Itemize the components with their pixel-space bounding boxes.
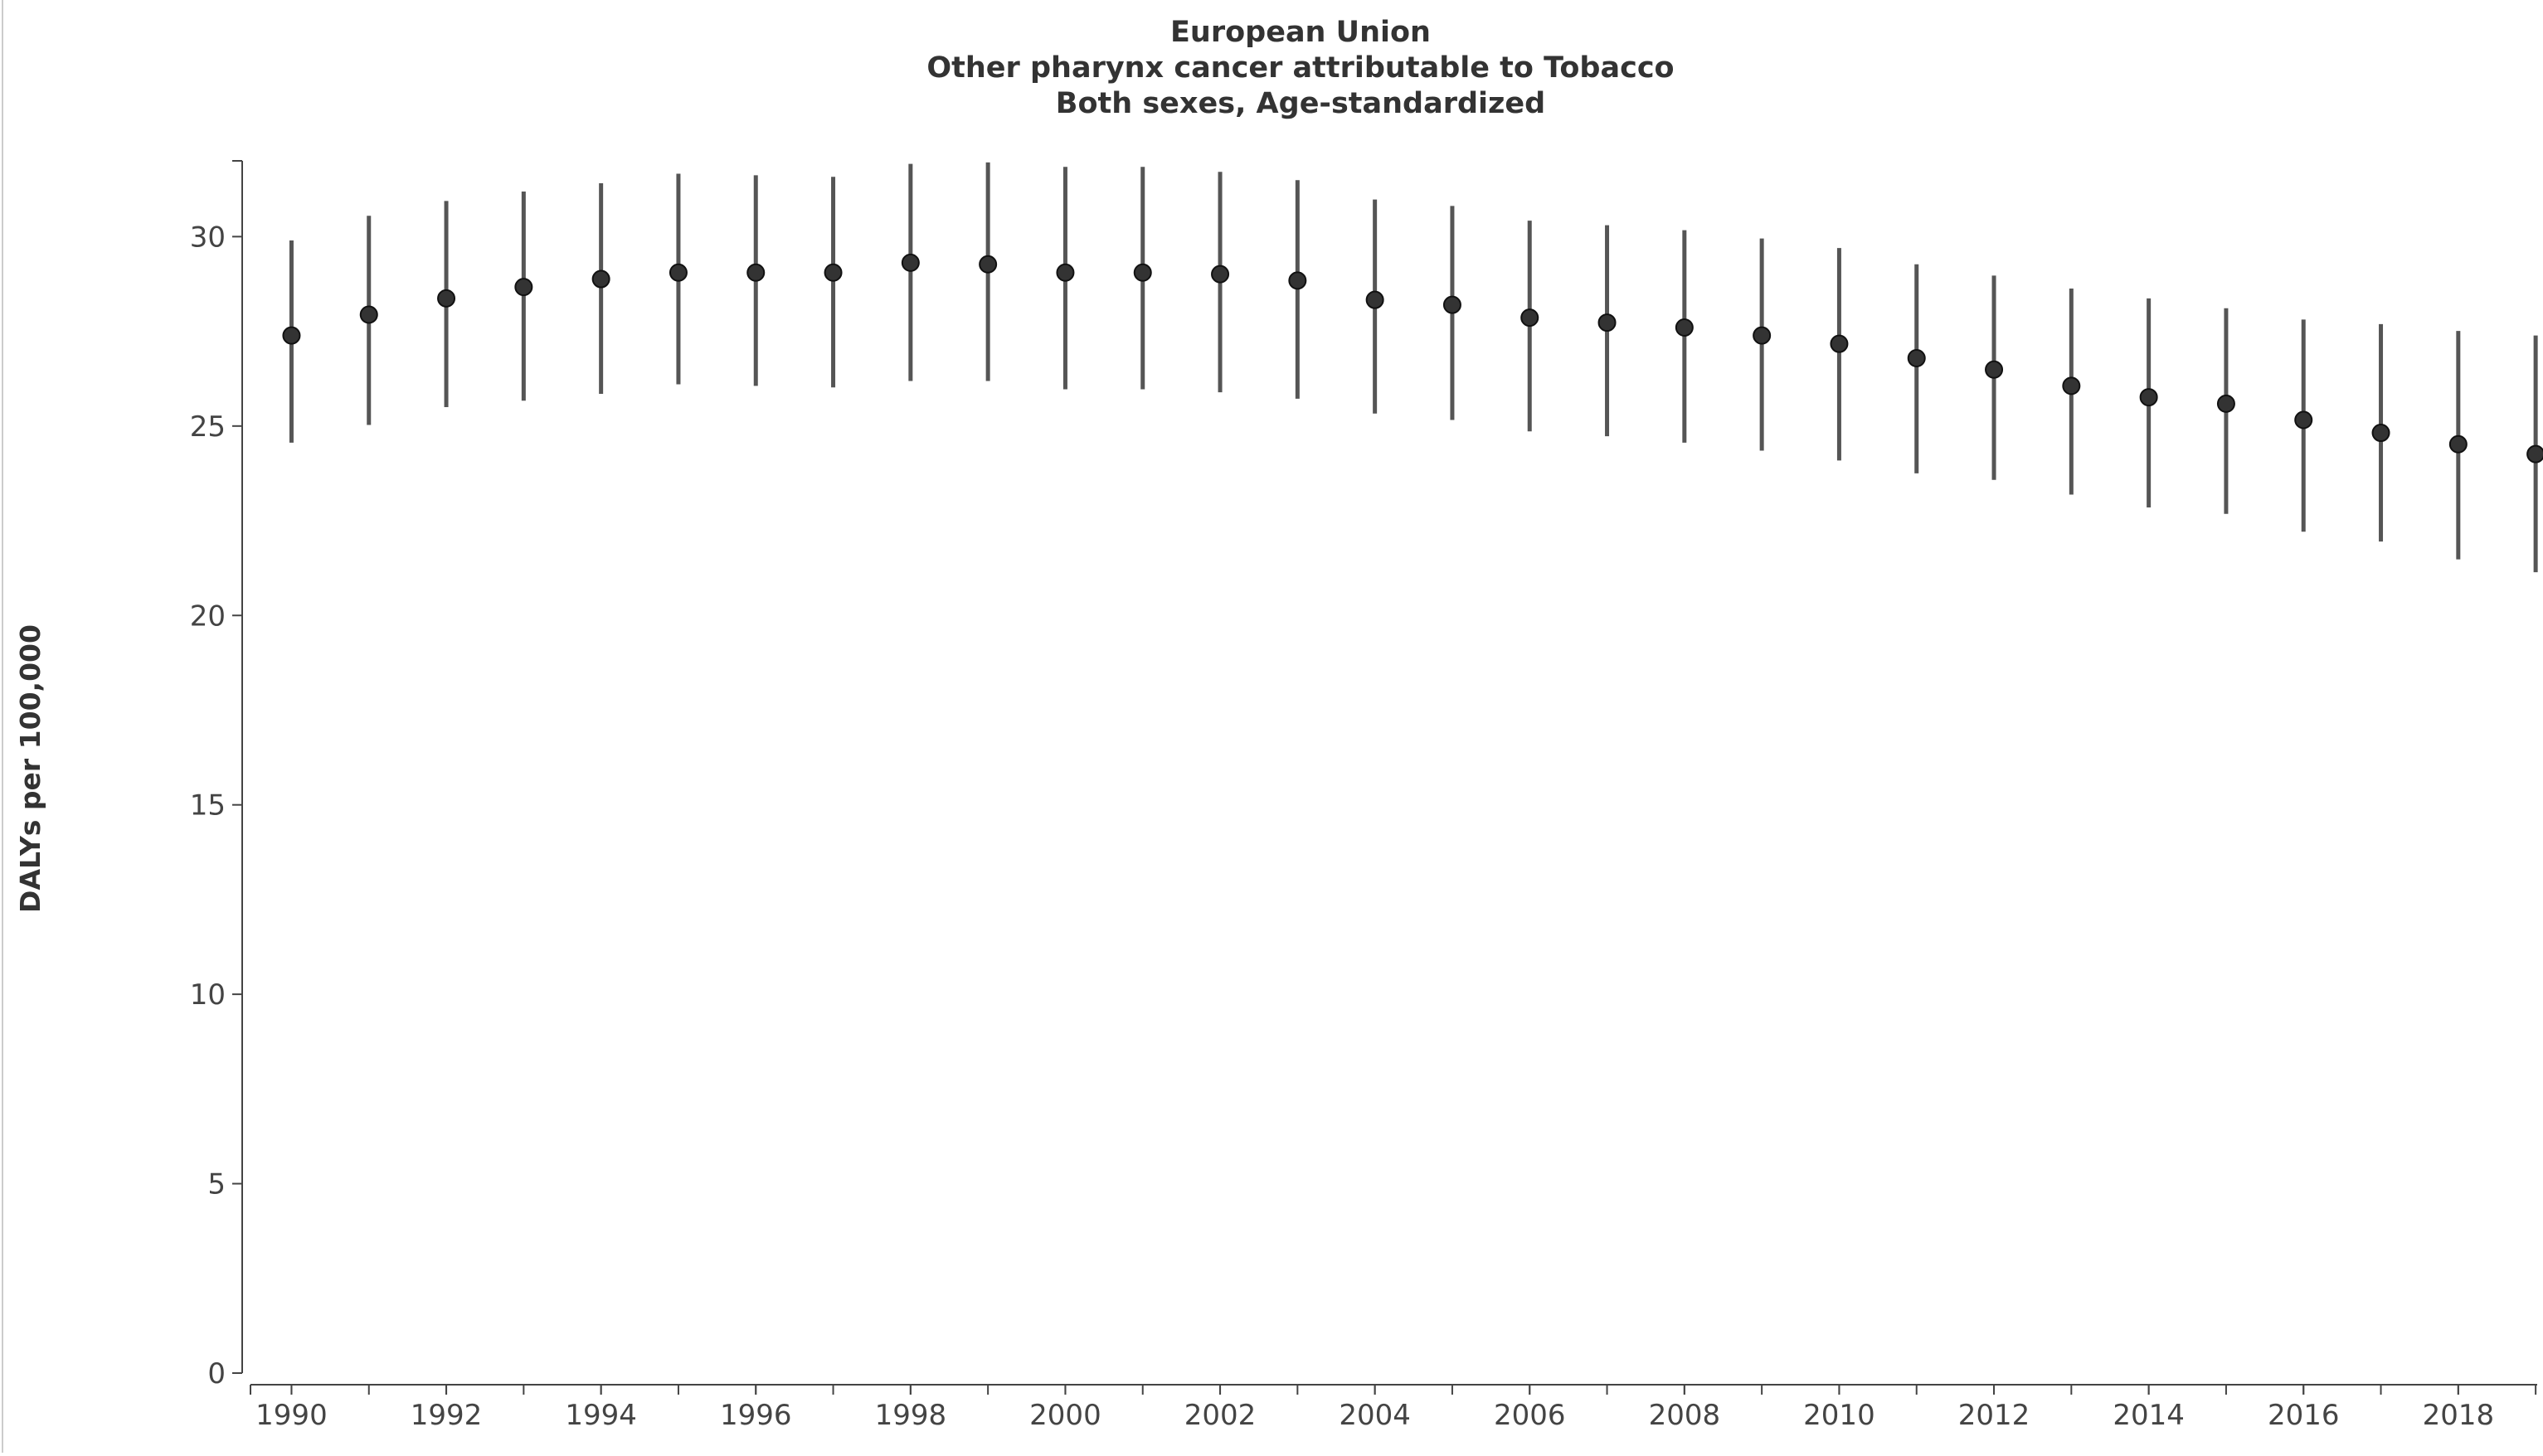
point (1675, 318, 1694, 337)
point (1907, 349, 1926, 368)
point (901, 253, 920, 272)
x-tick-label: 1996 (720, 1399, 792, 1432)
x-tick-label: 2000 (1029, 1399, 1101, 1432)
point (1211, 265, 1230, 284)
y-tick-label: 5 (207, 1168, 226, 1201)
chart-title: European Union (1170, 16, 1431, 49)
point (1365, 290, 1384, 309)
point (2371, 424, 2390, 443)
point (591, 269, 610, 289)
point (359, 305, 378, 324)
point (979, 255, 998, 274)
point (1520, 308, 1539, 328)
point (2294, 410, 2313, 430)
chart-subtitle: Both sexes, Age-standardized (1056, 87, 1545, 120)
x-tick-label: 1994 (565, 1399, 637, 1432)
x-tick-label: 2004 (1339, 1399, 1411, 1432)
x-tick-label: 2010 (1803, 1399, 1875, 1432)
y-tick-label: 20 (190, 599, 226, 633)
point (669, 263, 688, 282)
point (2139, 388, 2158, 407)
point (2526, 444, 2543, 463)
point (1753, 326, 1772, 345)
point (1442, 295, 1461, 314)
x-tick-label: 2016 (2268, 1399, 2340, 1432)
point (2062, 376, 2081, 396)
x-tick-label: 1992 (411, 1399, 483, 1432)
x-tick-label: 1998 (875, 1399, 947, 1432)
point (1597, 313, 1617, 332)
y-axis-title: DALYs per 100,000 (14, 624, 46, 913)
y-tick-label: 25 (190, 410, 226, 444)
x-tick-label: 2014 (2113, 1399, 2185, 1432)
x-tick-label: 2008 (1649, 1399, 1721, 1432)
chart-subtitle: Other pharynx cancer attributable to Tob… (926, 51, 1674, 85)
y-tick-label: 0 (207, 1357, 226, 1390)
point (1056, 263, 1075, 282)
y-tick-label: 10 (190, 978, 226, 1012)
point (1830, 334, 1849, 353)
point (1133, 263, 1152, 282)
x-tick-label: 1990 (255, 1399, 328, 1432)
point (514, 278, 533, 297)
point (746, 263, 766, 282)
point (1985, 360, 2004, 379)
y-tick-label: 30 (190, 221, 226, 254)
point (2448, 434, 2468, 454)
point (282, 326, 301, 345)
x-tick-label: 2018 (2423, 1399, 2495, 1432)
point (824, 263, 843, 282)
y-tick-label: 15 (190, 789, 226, 823)
point (2216, 394, 2235, 413)
point (1288, 271, 1307, 290)
x-tick-label: 2002 (1184, 1399, 1257, 1432)
point (437, 289, 456, 308)
x-tick-label: 2012 (1958, 1399, 2030, 1432)
x-tick-label: 2006 (1494, 1399, 1566, 1432)
